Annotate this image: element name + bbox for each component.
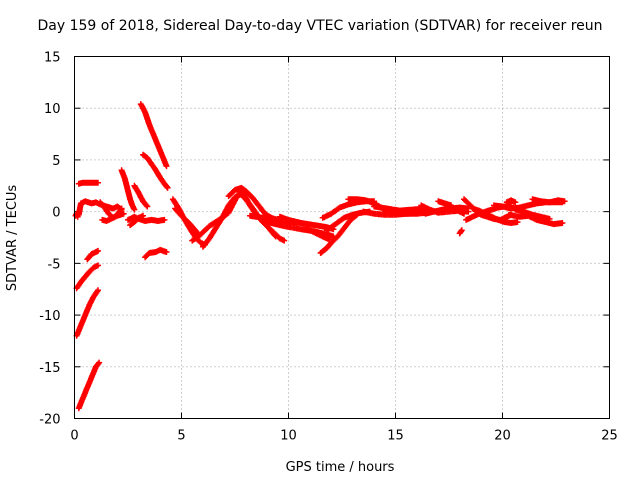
data-point-run <box>99 210 127 224</box>
data-series <box>72 101 568 412</box>
data-point-run <box>505 211 566 228</box>
data-point-run <box>137 101 170 170</box>
data-point-run <box>131 182 151 210</box>
data-point-run <box>317 211 360 256</box>
x-tick-label: 20 <box>494 429 511 444</box>
x-tick-label: 10 <box>280 429 297 444</box>
data-point-run <box>75 359 103 412</box>
y-tick-label: -15 <box>39 361 60 376</box>
data-point-run <box>456 227 465 237</box>
data-point-run <box>371 203 429 214</box>
y-tick-label: 10 <box>44 102 61 117</box>
x-tick-label: 0 <box>70 429 78 444</box>
data-point-run <box>84 247 101 263</box>
chart-title: Day 159 of 2018, Sidereal Day-to-day VTE… <box>37 18 603 34</box>
series-sdtvar <box>72 101 568 412</box>
y-tick-label: -10 <box>39 309 60 324</box>
data-point-run <box>360 208 431 218</box>
data-point-run <box>118 167 138 213</box>
x-axis-label: GPS time / hours <box>286 460 395 475</box>
data-point-run <box>503 197 519 206</box>
data-point-run <box>75 179 101 187</box>
y-axis-label: SDTVAR / TECUs <box>5 185 20 292</box>
data-point-run <box>73 262 101 292</box>
data-point-run <box>140 151 171 191</box>
x-tick-label: 25 <box>601 429 618 444</box>
plot-frame <box>74 56 610 419</box>
y-tick-label: 5 <box>52 154 60 169</box>
x-tick-label: 15 <box>387 429 404 444</box>
data-point-run <box>469 205 521 226</box>
data-point-run <box>142 246 170 261</box>
y-tick-label: 15 <box>44 51 61 66</box>
data-point-run <box>435 198 455 209</box>
data-point-run <box>512 206 553 222</box>
y-tick-label: 0 <box>52 206 60 221</box>
data-point-run <box>302 225 333 243</box>
data-point-run <box>127 212 146 229</box>
data-point-run <box>73 287 101 339</box>
data-point-run <box>452 205 467 217</box>
y-tick-label: -20 <box>39 413 60 428</box>
data-point-run <box>172 205 202 238</box>
grid-lines <box>74 56 610 419</box>
axis-ticks: 0 5 10 15 20 25 -20 -15 -10 -5 0 5 10 15 <box>39 51 618 444</box>
data-point-run <box>529 196 568 206</box>
y-tick-label: -5 <box>48 257 61 272</box>
x-tick-label: 5 <box>177 429 185 444</box>
data-point-run <box>276 213 309 228</box>
